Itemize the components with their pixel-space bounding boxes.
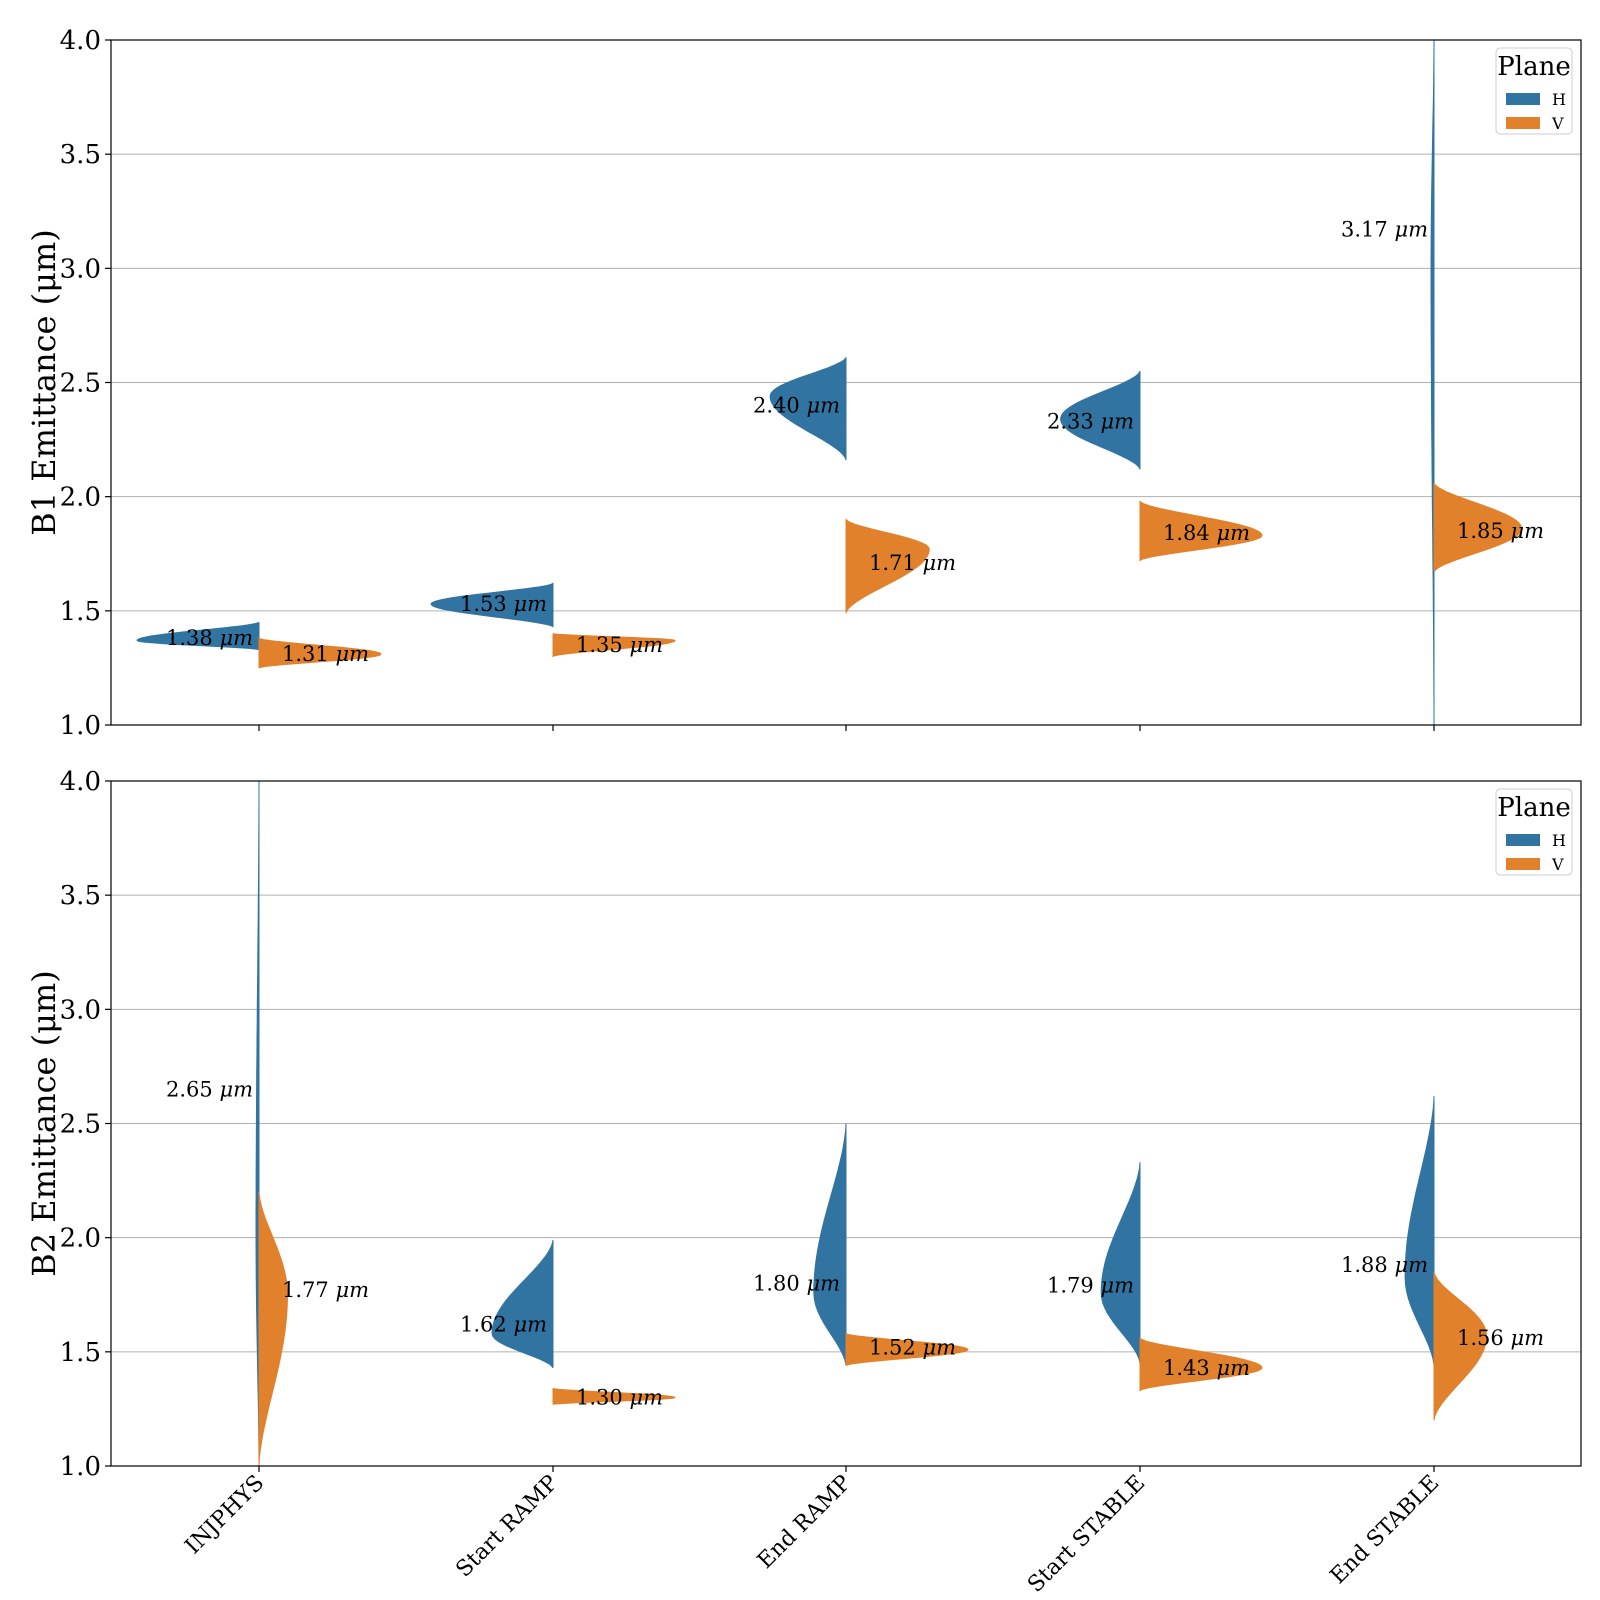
median-label-v: 1.43 μm xyxy=(1163,1356,1250,1380)
x-category-label: Start STABLE xyxy=(1023,1471,1150,1598)
median-label-v: 1.71 μm xyxy=(869,551,956,575)
median-label-v: 1.31 μm xyxy=(282,642,369,666)
y-tick-label: 3.0 xyxy=(60,254,101,284)
panel-1: 1.0 1.5 2.0 2.5 3.0 3.5 4.0 1.38 μm 1.31 μm 1.53 … xyxy=(25,26,1582,741)
y-tick-label: 1.0 xyxy=(60,1452,101,1482)
y-tick-label: 2.5 xyxy=(60,1110,101,1140)
median-label-h: 1.53 μm xyxy=(460,592,547,616)
violin-v-4 xyxy=(1139,500,1263,562)
x-category-label: INJPHYS xyxy=(181,1471,270,1560)
y-tick-label: 1.5 xyxy=(60,1338,101,1368)
violin-v-2 xyxy=(552,1387,676,1405)
violin-v-1 xyxy=(258,1191,289,1467)
y-tick-label: 3.0 xyxy=(60,995,101,1025)
violin-h-4 xyxy=(1060,370,1141,470)
legend-title: Plane xyxy=(1497,793,1570,823)
legend-entry-h: H xyxy=(1552,831,1566,850)
median-label-h: 2.33 μm xyxy=(1047,409,1134,433)
violin-v-3 xyxy=(845,518,930,614)
y-axis-label: B2 Emittance (μm) xyxy=(25,970,63,1277)
legend-swatch-h xyxy=(1506,834,1540,846)
x-category-label: End RAMP xyxy=(753,1470,856,1573)
violin-v-2 xyxy=(552,633,676,658)
median-label-v: 1.84 μm xyxy=(1163,521,1250,545)
plot-frame xyxy=(110,39,1582,726)
violin-h-3 xyxy=(813,1123,847,1366)
median-label-h: 3.17 μm xyxy=(1341,218,1428,242)
y-axis-label: B1 Emittance (μm) xyxy=(25,229,63,536)
y-tick-label: 2.5 xyxy=(60,369,101,399)
legend-swatch-v xyxy=(1506,858,1540,870)
median-label-v: 1.30 μm xyxy=(576,1386,663,1410)
violin-v-3 xyxy=(845,1333,969,1366)
median-label-h: 2.65 μm xyxy=(166,1077,253,1101)
violin-v-5 xyxy=(1433,482,1522,573)
median-label-h: 1.62 μm xyxy=(460,1312,547,1336)
median-label-v: 1.85 μm xyxy=(1457,519,1544,543)
y-tick-label: 4.0 xyxy=(60,26,101,56)
x-category-label: End STABLE xyxy=(1326,1471,1444,1589)
violin-h-5 xyxy=(1430,39,1435,725)
legend-box xyxy=(1495,47,1573,135)
median-label-v: 1.56 μm xyxy=(1457,1326,1544,1350)
y-tick-label: 2.0 xyxy=(60,1224,101,1254)
median-label-h: 1.38 μm xyxy=(166,626,253,650)
legend-entry-h: H xyxy=(1552,90,1566,109)
legend-entry-v: V xyxy=(1551,114,1564,133)
legend-entry-v: V xyxy=(1551,855,1564,874)
x-category-label: Start RAMP xyxy=(451,1470,563,1582)
plot-frame xyxy=(110,780,1582,1467)
y-tick-label: 1.5 xyxy=(60,597,101,627)
violin-h-2 xyxy=(491,1239,554,1369)
y-tick-label: 2.0 xyxy=(60,483,101,513)
violin-h-2 xyxy=(430,582,554,628)
violin-h-4 xyxy=(1100,1162,1141,1364)
median-label-v: 1.52 μm xyxy=(869,1335,956,1359)
y-tick-label: 3.5 xyxy=(60,881,101,911)
violin-h-1 xyxy=(136,621,260,651)
median-label-h: 1.79 μm xyxy=(1047,1274,1134,1298)
violin-v-5 xyxy=(1433,1271,1488,1421)
y-tick-label: 3.5 xyxy=(60,140,101,170)
legend-box xyxy=(1495,788,1573,876)
legend: Plane HV xyxy=(1495,47,1573,135)
median-label-h: 1.88 μm xyxy=(1341,1253,1428,1277)
violin-v-4 xyxy=(1139,1337,1263,1392)
legend-swatch-h xyxy=(1506,93,1540,105)
violin-h-3 xyxy=(769,357,847,461)
legend-title: Plane xyxy=(1497,52,1570,82)
median-label-v: 1.35 μm xyxy=(576,633,663,657)
violin-h-5 xyxy=(1404,1096,1435,1366)
median-label-h: 2.40 μm xyxy=(753,393,840,417)
violin-v-1 xyxy=(258,637,382,669)
legend-swatch-v xyxy=(1506,117,1540,129)
median-label-v: 1.77 μm xyxy=(282,1278,369,1302)
violin-h-1 xyxy=(255,781,260,1467)
y-tick-label: 4.0 xyxy=(60,767,101,797)
panel-2: 1.0 1.5 2.0 2.5 3.0 3.5 4.0 2.65 μm 1.77 μm 1.62 … xyxy=(25,767,1582,1482)
y-tick-label: 1.0 xyxy=(60,711,101,741)
median-label-h: 1.80 μm xyxy=(753,1271,840,1295)
legend: Plane HV xyxy=(1495,788,1573,876)
